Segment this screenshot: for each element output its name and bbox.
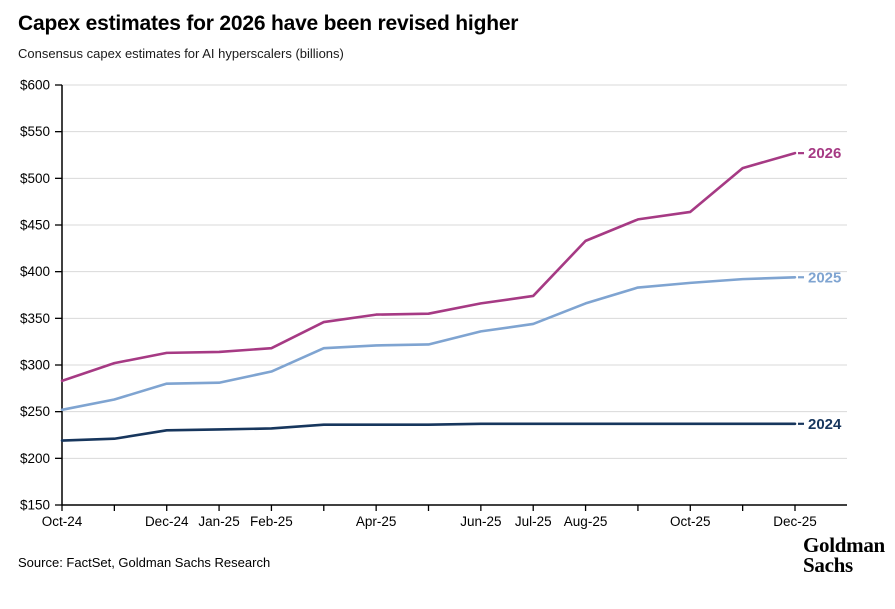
x-axis-label: Dec-25 bbox=[773, 514, 817, 529]
line-chart-canvas: $150 $200 $250 $300 $350 $400 $450 $500 $550 $600… bbox=[20, 78, 847, 529]
y-axis-label: $200 bbox=[20, 451, 50, 466]
x-axis-label: Oct-24 bbox=[42, 514, 83, 529]
chart-subtitle: Consensus capex estimates for AI hypersc… bbox=[18, 46, 344, 61]
y-axis-label: $250 bbox=[20, 404, 50, 419]
series-end-label-2024: 2024 bbox=[808, 416, 842, 433]
chart-title: Capex estimates for 2026 have been revis… bbox=[18, 12, 519, 35]
series-end-label-2025: 2025 bbox=[808, 269, 841, 286]
series-line-2026 bbox=[60, 151, 797, 383]
x-axis-label: Jan-25 bbox=[198, 514, 239, 529]
source-note: Source: FactSet, Goldman Sachs Research bbox=[18, 555, 271, 570]
line-chart: $150 $200 $250 $300 $350 $400 $450 $500 $550 $600… bbox=[20, 78, 847, 529]
y-axis-label: $500 bbox=[20, 171, 50, 186]
x-axis-label: Apr-25 bbox=[356, 514, 397, 529]
y-axis-label: $350 bbox=[20, 311, 50, 326]
goldman-sachs-logo: Goldman Sachs bbox=[803, 533, 885, 577]
x-axis-label: Oct-25 bbox=[670, 514, 711, 529]
logo-line-2: Sachs bbox=[803, 553, 853, 577]
y-axis-label: $300 bbox=[20, 358, 50, 373]
logo-line-1: Goldman bbox=[803, 533, 885, 557]
y-axis-label: $550 bbox=[20, 124, 50, 139]
x-axis-label: Feb-25 bbox=[250, 514, 293, 529]
y-axis-label: $400 bbox=[20, 264, 50, 279]
series-line-2024 bbox=[60, 422, 797, 442]
x-axis-label: Jul-25 bbox=[515, 514, 552, 529]
series-end-label-2026: 2026 bbox=[808, 145, 841, 162]
x-axis-label: Dec-24 bbox=[145, 514, 189, 529]
x-axis-label: Jun-25 bbox=[460, 514, 501, 529]
series-line-2025 bbox=[60, 275, 797, 412]
y-axis-label: $150 bbox=[20, 498, 50, 513]
y-axis-label: $600 bbox=[20, 78, 50, 93]
x-axis-label: Aug-25 bbox=[564, 514, 608, 529]
y-axis-label: $450 bbox=[20, 218, 50, 233]
